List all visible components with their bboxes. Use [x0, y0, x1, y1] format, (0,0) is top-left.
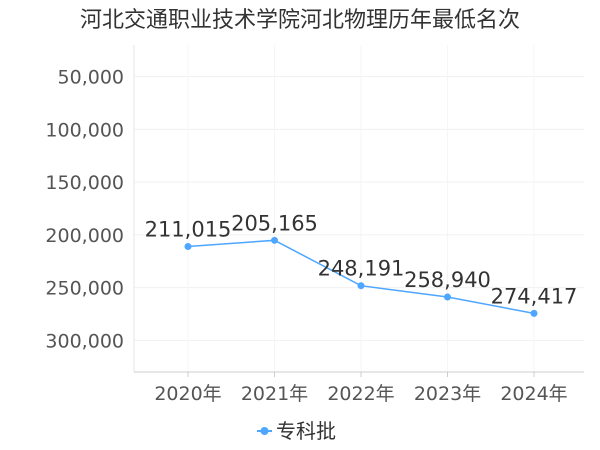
- x-axis-ticks: 2020年 2021年 2022年 2023年 2024年: [154, 372, 568, 405]
- x-tick-label: 2023年: [414, 383, 481, 405]
- data-point[interactable]: [357, 282, 365, 290]
- x-tick-label: 2020年: [154, 383, 221, 405]
- data-point[interactable]: [530, 309, 538, 317]
- x-tick-label: 2021年: [241, 383, 308, 405]
- y-tick-label: 100,000: [45, 119, 124, 141]
- legend[interactable]: 专科批: [257, 419, 336, 443]
- y-tick-label: 50,000: [58, 67, 124, 89]
- y-tick-label: 250,000: [45, 278, 124, 300]
- chart-title: 河北交通职业技术学院河北物理历年最低名次: [79, 8, 520, 33]
- data-label: 205,165: [231, 211, 318, 235]
- x-tick-label: 2024年: [500, 383, 567, 405]
- gridlines: [134, 45, 584, 372]
- x-tick-label: 2022年: [327, 383, 394, 405]
- y-axis-ticks: 50,000 100,000 150,000 200,000 250,000 300,00…: [45, 67, 124, 353]
- data-point[interactable]: [184, 242, 192, 250]
- legend-label: 专科批: [276, 419, 336, 443]
- y-tick-label: 150,000: [45, 172, 124, 194]
- legend-swatch-marker: [260, 427, 269, 435]
- y-tick-label: 300,000: [45, 330, 124, 352]
- data-point[interactable]: [444, 293, 451, 301]
- data-label: 248,191: [318, 257, 405, 281]
- y-tick-label: 200,000: [45, 225, 124, 247]
- data-point[interactable]: [271, 236, 278, 244]
- series-layer: [184, 236, 538, 317]
- data-label: 258,940: [404, 268, 491, 292]
- data-label: 274,417: [491, 284, 578, 308]
- data-label: 211,015: [145, 217, 232, 241]
